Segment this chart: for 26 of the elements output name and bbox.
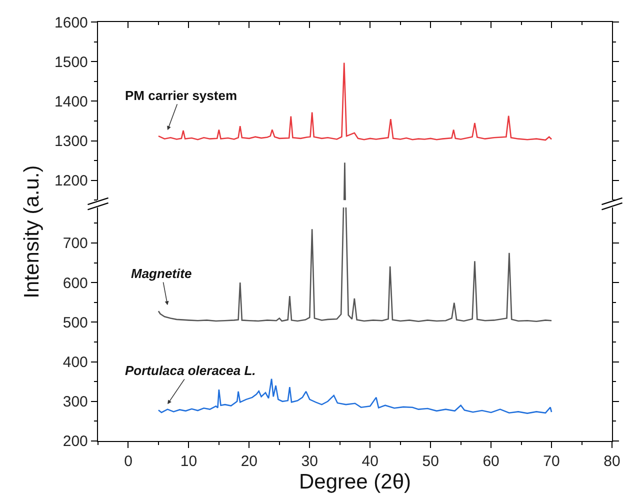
x-tick-label: 10 (180, 453, 198, 470)
y-tick-label: 1500 (54, 54, 88, 71)
y-tick-label: 1300 (54, 133, 88, 150)
x-axis-title: Degree (2θ) (298, 470, 412, 494)
series-label: Portulaca oleracea L. (125, 363, 256, 378)
y-tick-label: 500 (62, 314, 88, 332)
y-tick-label: 1400 (54, 93, 88, 110)
x-tick-label: 40 (362, 453, 378, 470)
y-axis-title: Intensity (a.u.) (20, 165, 44, 298)
y-tick-label: 300 (62, 394, 88, 411)
text: Magnetite (131, 266, 192, 281)
x-tick-label: 50 (422, 453, 439, 470)
y-tick-label: 1600 (54, 14, 88, 32)
y-tick-label: 1200 (54, 172, 88, 190)
line-series (158, 378, 552, 414)
x-tick-label: 60 (482, 453, 500, 470)
x-tick-label: 70 (543, 453, 560, 470)
y-tick-label: 400 (62, 354, 88, 372)
y-tick-label: 600 (62, 274, 88, 292)
series-label: PM carrier system (125, 88, 238, 103)
x-tick-label: 0 (124, 453, 132, 470)
x-tick-label: 80 (604, 453, 620, 470)
x-tick-label: 20 (240, 453, 258, 470)
y-tick-label: 700 (62, 235, 88, 252)
x-tick-label: 30 (301, 453, 318, 470)
y-tick-label: 200 (62, 433, 88, 450)
